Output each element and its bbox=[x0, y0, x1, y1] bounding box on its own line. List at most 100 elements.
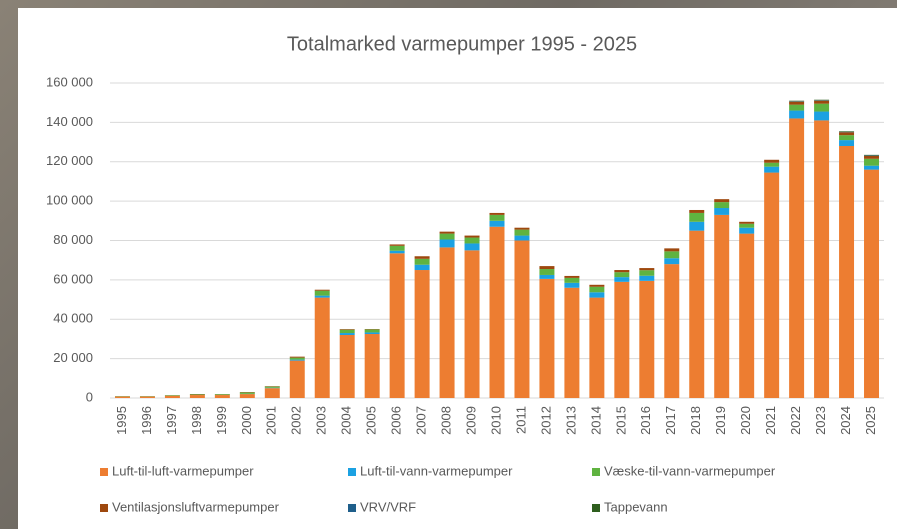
bar-segment bbox=[789, 102, 804, 105]
bar-segment bbox=[514, 236, 529, 241]
bar-segment bbox=[614, 277, 629, 282]
bar-segment bbox=[864, 159, 879, 166]
bar-segment bbox=[789, 101, 804, 102]
bar-segment bbox=[514, 228, 529, 230]
bar-segment bbox=[639, 276, 654, 281]
bar-segment bbox=[315, 290, 330, 291]
x-tick-label: 2001 bbox=[264, 406, 279, 435]
bar-segment bbox=[415, 259, 430, 265]
bar-segment bbox=[639, 268, 654, 270]
x-tick-label: 1997 bbox=[164, 406, 179, 435]
bar-segment bbox=[589, 285, 604, 287]
bar-segment bbox=[564, 276, 579, 278]
bar-segment bbox=[490, 221, 505, 227]
bar-segment bbox=[839, 135, 854, 140]
bar-segment bbox=[190, 394, 205, 395]
x-tick-label: 2013 bbox=[563, 406, 578, 435]
bar-segment bbox=[789, 105, 804, 111]
bar-segment bbox=[340, 330, 355, 333]
x-tick-label: 2011 bbox=[513, 406, 528, 434]
bar-segment bbox=[814, 101, 829, 104]
x-tick-label: 2009 bbox=[463, 406, 478, 435]
x-tick-label: 2002 bbox=[289, 406, 304, 435]
bar-segment bbox=[764, 173, 779, 398]
bar-segment bbox=[639, 281, 654, 398]
y-tick-label: 80 000 bbox=[53, 232, 93, 247]
bar-segment bbox=[864, 170, 879, 398]
y-tick-label: 0 bbox=[86, 389, 93, 404]
bar-segment bbox=[190, 395, 205, 398]
bar-segment bbox=[465, 236, 480, 238]
bar-segment bbox=[390, 251, 405, 254]
y-tick-label: 140 000 bbox=[46, 114, 93, 129]
x-tick-label: 1995 bbox=[114, 406, 129, 435]
bar-segment bbox=[465, 238, 480, 244]
chart-title: Totalmarked varmepumper 1995 - 2025 bbox=[287, 33, 637, 55]
bar-segment bbox=[789, 111, 804, 119]
bar-segment bbox=[290, 361, 305, 398]
bar-segment bbox=[739, 228, 754, 234]
bar-segment bbox=[115, 397, 130, 398]
bar-segment bbox=[490, 227, 505, 398]
legend-label: VRV/VRF bbox=[360, 499, 416, 514]
bar-segment bbox=[365, 329, 380, 332]
bar-segment bbox=[290, 357, 305, 358]
bar-segment bbox=[215, 395, 230, 398]
x-tick-label: 2022 bbox=[788, 406, 803, 435]
bar-segment bbox=[814, 104, 829, 112]
x-tick-label: 2007 bbox=[414, 406, 429, 435]
legend-label: Luft-til-luft-varmepumper bbox=[112, 463, 254, 478]
bar-segment bbox=[240, 392, 255, 393]
legend-swatch bbox=[592, 504, 600, 512]
x-tick-label: 2003 bbox=[314, 406, 329, 435]
bar-segment bbox=[689, 222, 704, 231]
bar-segment bbox=[240, 394, 255, 398]
bar-segment bbox=[415, 265, 430, 270]
legend-swatch bbox=[348, 468, 356, 476]
legend-label: Luft-til-vann-varmepumper bbox=[360, 463, 513, 478]
bar-segment bbox=[140, 397, 155, 398]
bar-segment bbox=[415, 270, 430, 398]
x-tick-label: 2010 bbox=[488, 406, 503, 435]
bar-segment bbox=[614, 282, 629, 398]
bar-segment bbox=[514, 241, 529, 399]
x-tick-label: 2019 bbox=[713, 406, 728, 435]
bar-segment bbox=[814, 100, 829, 101]
bar-segment bbox=[265, 388, 280, 398]
bar-segment bbox=[764, 160, 779, 163]
bar-segment bbox=[390, 253, 405, 398]
bar-segment bbox=[664, 264, 679, 398]
bar-segment bbox=[265, 387, 280, 388]
bar-segment bbox=[764, 167, 779, 173]
bar-segment bbox=[340, 333, 355, 335]
bar-segment bbox=[839, 140, 854, 146]
bar-segment bbox=[789, 118, 804, 398]
bar-segment bbox=[689, 213, 704, 222]
y-tick-label: 160 000 bbox=[46, 74, 93, 89]
bar-segment bbox=[689, 210, 704, 213]
bar-segment bbox=[440, 234, 455, 240]
y-tick-label: 60 000 bbox=[53, 271, 93, 286]
bar-segment bbox=[589, 292, 604, 297]
bar-segment bbox=[340, 335, 355, 398]
x-tick-label: 2023 bbox=[813, 406, 828, 435]
bar-segment bbox=[714, 202, 729, 208]
x-tick-label: 2015 bbox=[613, 406, 628, 435]
x-tick-label: 2005 bbox=[364, 406, 379, 435]
x-tick-label: 1998 bbox=[189, 406, 204, 435]
bar-segment bbox=[539, 266, 554, 269]
x-tick-label: 2024 bbox=[838, 406, 853, 435]
bar-segment bbox=[664, 248, 679, 251]
bar-segment bbox=[290, 360, 305, 361]
legend-label: Ventilasjonsluftvarmepumper bbox=[112, 499, 280, 514]
x-tick-label: 2016 bbox=[638, 406, 653, 435]
bar-segment bbox=[465, 250, 480, 398]
y-tick-label: 100 000 bbox=[46, 193, 93, 208]
chart: Totalmarked varmepumper 1995 - 2025 020 … bbox=[0, 0, 897, 529]
bar-segment bbox=[390, 244, 405, 245]
bar-segment bbox=[739, 234, 754, 398]
bar-segment bbox=[614, 270, 629, 272]
bar-segment bbox=[365, 334, 380, 398]
bar-segment bbox=[714, 208, 729, 215]
bar-segment bbox=[614, 272, 629, 277]
